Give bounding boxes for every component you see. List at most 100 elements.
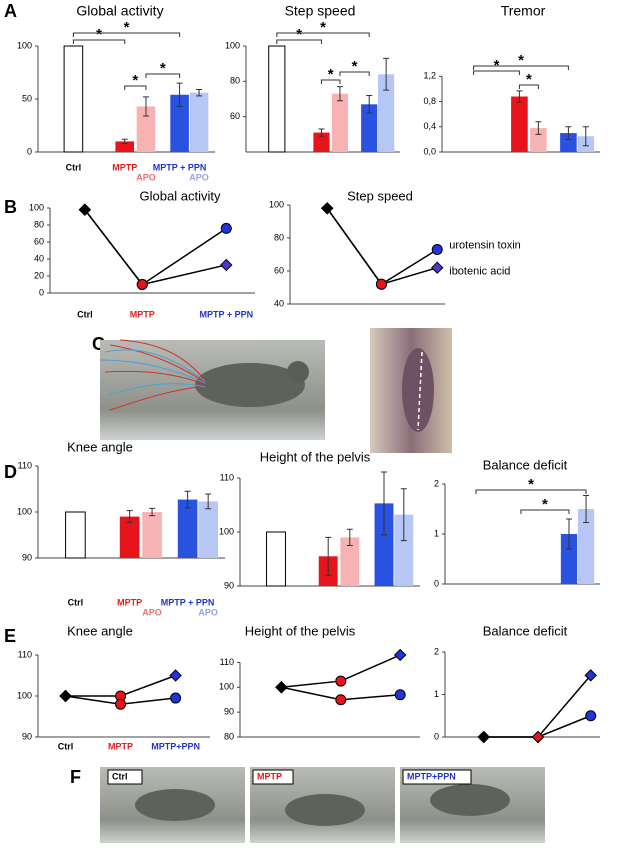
error-bar bbox=[336, 86, 343, 102]
x-tick-label: MPTP + PPN bbox=[161, 597, 215, 607]
significance-bracket bbox=[518, 84, 539, 89]
x-tick-label: Ctrl bbox=[58, 741, 74, 751]
y-tick-label: 1 bbox=[434, 689, 439, 699]
y-tick-label: 90 bbox=[22, 731, 32, 741]
panel-letter: B bbox=[4, 197, 17, 217]
point bbox=[220, 222, 232, 234]
bar bbox=[189, 92, 209, 152]
panel-letter: D bbox=[4, 462, 17, 482]
significance-star: * bbox=[124, 19, 130, 36]
chart-title: Height of the pelvis bbox=[245, 623, 356, 638]
photo-monkey-side bbox=[99, 339, 325, 440]
bar bbox=[63, 45, 84, 153]
photo-monkey-back bbox=[370, 328, 452, 453]
chart-title: Tremor bbox=[501, 3, 546, 19]
bar bbox=[361, 104, 378, 152]
significance-bracket bbox=[276, 32, 370, 37]
point bbox=[431, 261, 444, 274]
significance-star: * bbox=[352, 58, 358, 75]
chart-title: Height of the pelvis bbox=[260, 449, 371, 464]
chart-title: Global activity bbox=[140, 188, 221, 203]
error-bar bbox=[126, 510, 133, 524]
y-tick-label: 20 bbox=[34, 270, 44, 280]
significance-bracket bbox=[473, 70, 520, 75]
significance-star: * bbox=[296, 26, 302, 43]
point bbox=[136, 279, 148, 290]
y-tick-label: 60 bbox=[274, 265, 284, 275]
y-tick-label: 110 bbox=[220, 472, 234, 482]
y-tick-label: 100 bbox=[17, 40, 32, 50]
error-bar bbox=[196, 88, 203, 97]
y-tick-label: 100 bbox=[225, 40, 240, 50]
x-tick-label: MPTP+PPN bbox=[151, 741, 200, 751]
bar bbox=[378, 74, 395, 152]
point bbox=[477, 730, 490, 744]
point bbox=[335, 675, 347, 687]
significance-bracket bbox=[475, 489, 587, 494]
bar bbox=[142, 512, 162, 558]
bar bbox=[266, 531, 286, 587]
x-tick-label: MPTP bbox=[117, 597, 142, 607]
point bbox=[115, 698, 127, 710]
y-tick-label: 60 bbox=[34, 236, 44, 246]
y-tick-label: 100 bbox=[269, 199, 284, 209]
error-bar bbox=[346, 528, 353, 546]
point bbox=[531, 730, 545, 744]
significance-star: * bbox=[542, 496, 548, 513]
significance-bracket bbox=[473, 65, 569, 70]
point bbox=[394, 689, 406, 701]
point bbox=[220, 258, 233, 272]
point bbox=[169, 669, 182, 682]
chart-title: Knee angle bbox=[67, 623, 133, 638]
error-bar bbox=[565, 126, 572, 140]
error-bar bbox=[381, 471, 387, 536]
x-tick-label: MPTP bbox=[108, 741, 133, 751]
y-tick-label: 110 bbox=[18, 649, 32, 659]
error-bar bbox=[184, 490, 191, 509]
y-tick-label: 100 bbox=[219, 526, 234, 536]
point bbox=[170, 692, 182, 704]
y-tick-label: 0 bbox=[27, 146, 32, 156]
error-bar bbox=[149, 507, 156, 517]
chart-title: Knee angle bbox=[67, 439, 133, 454]
x-tick-label: Ctrl bbox=[77, 309, 93, 319]
y-tick-label: 40 bbox=[34, 253, 44, 263]
error-bar bbox=[582, 126, 589, 147]
bar bbox=[560, 133, 577, 152]
error-bar bbox=[535, 121, 542, 135]
point bbox=[59, 689, 72, 703]
bar bbox=[374, 503, 394, 586]
error-bar bbox=[318, 128, 325, 137]
significance-bracket bbox=[320, 79, 341, 84]
y-tick-label: 2 bbox=[434, 646, 439, 656]
x-tick-label: Ctrl bbox=[66, 162, 82, 172]
y-tick-label: 0 bbox=[434, 731, 439, 741]
y-tick-label: 90 bbox=[224, 580, 234, 590]
y-tick-label: 1,2 bbox=[423, 71, 436, 81]
point bbox=[320, 202, 334, 215]
error-bar bbox=[176, 82, 183, 107]
y-tick-label: 0,4 bbox=[423, 121, 436, 131]
error-bar bbox=[325, 536, 332, 576]
chart-title: Balance deficit bbox=[483, 457, 568, 472]
bar bbox=[136, 106, 156, 152]
y-tick-label: 80 bbox=[274, 232, 284, 242]
point bbox=[585, 710, 597, 722]
series-label: ibotenic acid bbox=[449, 266, 510, 278]
x-tick-label: MPTP bbox=[130, 309, 155, 319]
significance-bracket bbox=[520, 509, 570, 514]
error-bar bbox=[383, 57, 390, 91]
photo-label: MPTP+PPN bbox=[407, 771, 456, 781]
point bbox=[78, 203, 92, 216]
bar bbox=[268, 45, 286, 153]
point bbox=[393, 648, 407, 662]
point bbox=[275, 681, 288, 694]
y-tick-label: 60 bbox=[230, 111, 240, 121]
error-bar bbox=[121, 138, 128, 145]
significance-star: * bbox=[96, 26, 102, 43]
y-tick-label: 110 bbox=[220, 657, 234, 667]
y-tick-label: 0 bbox=[434, 578, 439, 588]
x-tick-label: APO bbox=[142, 607, 162, 617]
bar bbox=[577, 509, 595, 584]
